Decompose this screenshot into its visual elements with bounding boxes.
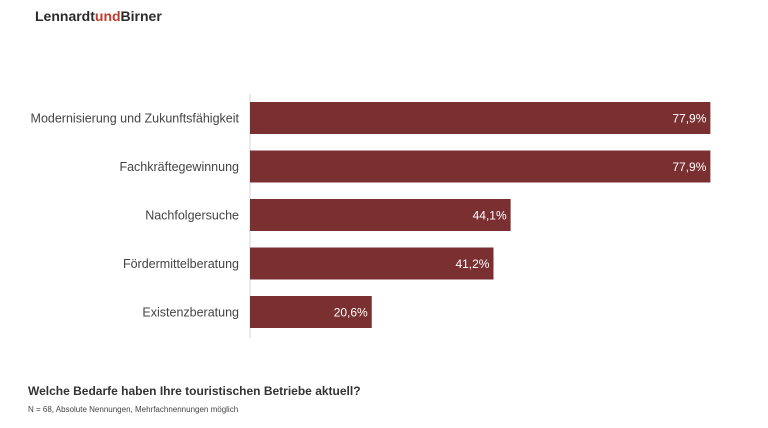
chart-question: Welche Bedarfe haben Ihre touristischen …: [28, 384, 361, 398]
brand-logo: LennardtundBirner: [35, 8, 162, 24]
bar: [250, 199, 511, 231]
brand-logo-part3: Birner: [120, 8, 162, 24]
category-label: Nachfolgersuche: [145, 209, 239, 223]
bar: [250, 247, 494, 280]
brand-logo-part1: Lennardt: [35, 8, 95, 24]
category-label: Existenzberatung: [142, 306, 239, 320]
category-label: Fördermittelberatung: [123, 257, 239, 271]
value-label: 44,1%: [473, 209, 507, 223]
value-label: 77,9%: [672, 112, 706, 126]
brand-logo-part2: und: [94, 8, 121, 24]
bar: [250, 102, 711, 134]
value-label: 77,9%: [672, 160, 706, 174]
bar: [250, 296, 372, 328]
category-label: Modernisierung und Zukunftsfähigkeit: [31, 112, 240, 126]
value-label: 20,6%: [334, 306, 368, 320]
chart-footnote: N = 68, Absolute Nennungen, Mehrfachnenn…: [28, 405, 239, 414]
bar: [250, 150, 711, 183]
value-label: 41,2%: [455, 257, 489, 271]
category-label: Fachkräftegewinnung: [119, 160, 239, 174]
